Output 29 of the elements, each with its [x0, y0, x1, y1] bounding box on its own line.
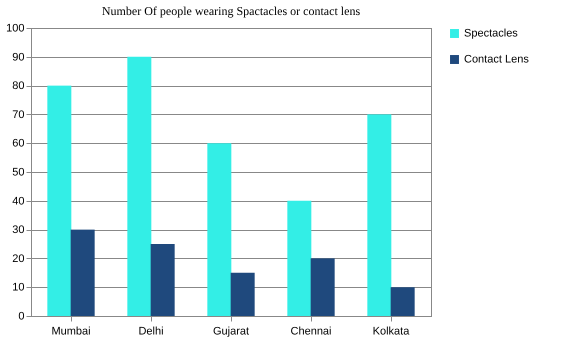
bar — [390, 287, 415, 316]
y-tick-label: 40 — [12, 195, 24, 208]
bar — [127, 56, 152, 316]
y-tick-label: 20 — [12, 252, 24, 265]
bar — [287, 200, 312, 316]
y-tick-label: 70 — [12, 108, 24, 121]
y-tick-label: 0 — [18, 310, 24, 322]
legend-label: Contact Lens — [464, 54, 530, 66]
x-tick-label: Chennai — [290, 326, 332, 338]
x-tick-label: Delhi — [138, 326, 164, 338]
y-tick-label: 60 — [12, 138, 24, 150]
x-tick-label: Mumbai — [51, 326, 91, 338]
bar — [150, 244, 175, 316]
chart-title: Number Of people wearing Spactacles or contact lens — [102, 4, 360, 18]
y-tick-label: 30 — [12, 224, 24, 236]
bar — [47, 86, 72, 316]
y-tick-label: 100 — [6, 22, 24, 34]
bar — [367, 114, 392, 316]
bar — [310, 258, 335, 316]
bar — [230, 272, 255, 316]
y-tick-label: 90 — [12, 51, 24, 64]
x-tick-label: Kolkata — [372, 326, 410, 338]
x-tick-label: Gujarat — [212, 326, 250, 338]
y-tick-label: 10 — [12, 282, 24, 294]
legend-label: Spectacles — [464, 28, 518, 40]
y-tick-label: 80 — [12, 80, 24, 92]
bar — [207, 143, 232, 316]
y-tick-label: 50 — [12, 166, 24, 178]
bar — [70, 230, 95, 316]
